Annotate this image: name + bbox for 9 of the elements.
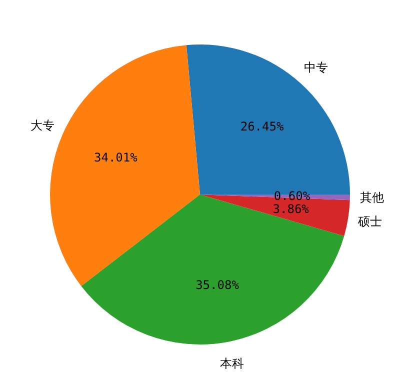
slice-label: 其他	[360, 190, 384, 205]
slice-label: 硕士	[356, 214, 382, 229]
data-label: 34.01%	[94, 150, 138, 165]
data-label: 26.45%	[240, 120, 284, 134]
slice-label: 中专	[304, 60, 328, 74]
data-label: 3.86%	[272, 202, 310, 216]
slice-label: 大专	[30, 118, 54, 133]
slice-label: 本科	[220, 356, 244, 370]
data-label: 35.08%	[196, 278, 240, 292]
